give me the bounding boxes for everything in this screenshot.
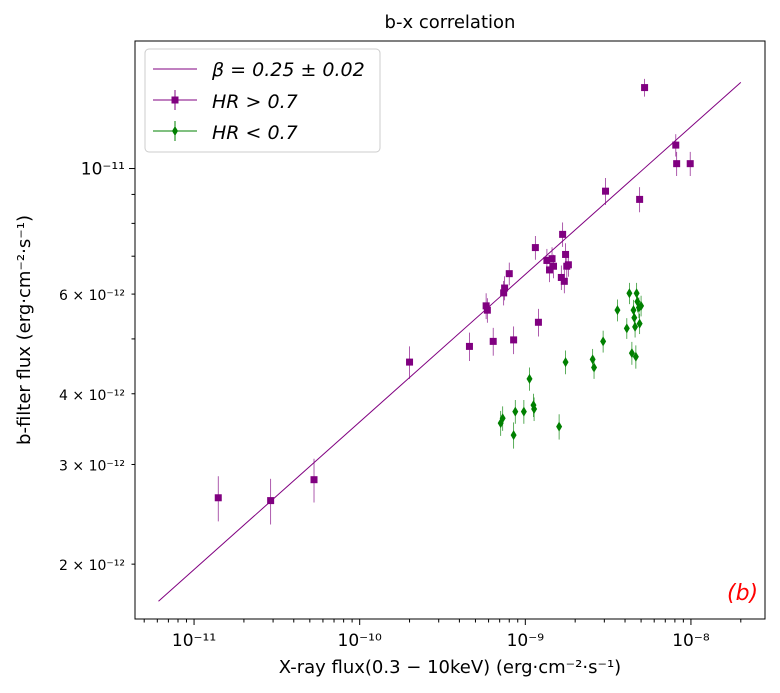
data-point <box>520 406 527 417</box>
data-point <box>636 195 644 203</box>
data-point <box>543 256 551 264</box>
data-point <box>483 306 491 314</box>
data-point <box>267 497 275 505</box>
data-point <box>636 318 643 329</box>
fit-line <box>158 81 742 602</box>
data-point <box>465 342 473 350</box>
data-point <box>562 357 569 368</box>
data-point <box>589 354 596 365</box>
data-point <box>631 312 638 323</box>
legend-frame <box>144 48 381 153</box>
data-point <box>531 244 539 252</box>
legend-fit-label: β = 0.25 ± 0.02 <box>211 59 365 81</box>
y-tick-label: 3 × 10⁻¹² <box>59 458 125 474</box>
data-point <box>482 302 490 310</box>
panel-label: (b) <box>727 581 758 606</box>
series-hr-low <box>497 282 645 449</box>
x-tick-label: 10⁻¹⁰ <box>338 631 382 651</box>
data-point <box>673 160 681 168</box>
series-hr-high <box>214 78 694 525</box>
data-point <box>512 406 519 417</box>
axes-layer: 10⁻¹¹ 10⁻¹⁰ 10⁻⁹ 10⁻⁸ 10⁻¹¹ 6 × 10⁻¹² 4 × 10⁻¹… <box>59 160 742 651</box>
legend-hrhigh-marker <box>171 96 179 104</box>
data-point <box>214 494 222 502</box>
data-point <box>531 403 538 414</box>
legend-hrlow-marker <box>172 126 178 136</box>
y-tick-label: 2 × 10⁻¹² <box>59 558 125 574</box>
data-point <box>501 284 509 292</box>
data-point <box>632 351 639 362</box>
data-point <box>310 476 318 484</box>
x-tick-label: 10⁻¹¹ <box>172 631 216 651</box>
data-point <box>591 362 598 373</box>
data-point <box>562 250 570 258</box>
data-point <box>560 277 568 285</box>
y-tick-label: 10⁻¹¹ <box>81 160 125 180</box>
y-tick-label: 4 × 10⁻¹² <box>59 388 125 404</box>
data-point <box>626 288 633 299</box>
data-point <box>600 336 607 347</box>
data-point <box>559 230 567 238</box>
data-point <box>499 413 506 424</box>
plot-area <box>134 40 766 620</box>
data-point <box>505 270 513 278</box>
data-point <box>623 323 630 334</box>
data-point <box>557 273 565 281</box>
data-point <box>633 288 640 299</box>
x-tick-label: 10⁻⁹ <box>507 631 545 651</box>
data-point <box>526 373 533 384</box>
data-point <box>672 141 680 149</box>
data-point <box>510 430 517 441</box>
data-point <box>564 261 572 269</box>
data-point <box>628 348 635 359</box>
data-point <box>602 187 610 195</box>
data-point <box>550 262 558 270</box>
data-point <box>632 321 639 332</box>
data-point <box>489 337 497 345</box>
legend-hrhigh-label: HR > 0.7 <box>212 91 298 113</box>
x-tick-label: 10⁻⁸ <box>672 631 710 651</box>
chart-title: b-x correlation <box>385 12 516 33</box>
data-point <box>630 305 637 316</box>
data-point <box>638 300 645 311</box>
data-point <box>510 336 518 344</box>
data-point <box>548 255 556 263</box>
legend-hrlow-label: HR < 0.7 <box>212 122 298 144</box>
data-point <box>556 421 563 432</box>
data-point <box>686 160 694 168</box>
y-axis-label: b-filter flux (erg·cm⁻²·s⁻¹) <box>14 215 35 445</box>
series-layer <box>214 78 694 525</box>
legend: β = 0.25 ± 0.02 HR > 0.7 HR < 0.7 <box>144 48 381 153</box>
data-point <box>546 266 554 274</box>
data-point <box>614 305 621 316</box>
y-tick-label: 6 × 10⁻¹² <box>59 288 125 304</box>
data-point <box>534 318 542 326</box>
fit-line-layer <box>158 81 742 602</box>
data-point <box>500 289 508 297</box>
x-axis-label: X-ray flux(0.3 − 10keV) (erg·cm⁻²·s⁻¹) <box>279 657 621 678</box>
data-point <box>406 358 414 366</box>
data-point <box>641 84 649 92</box>
